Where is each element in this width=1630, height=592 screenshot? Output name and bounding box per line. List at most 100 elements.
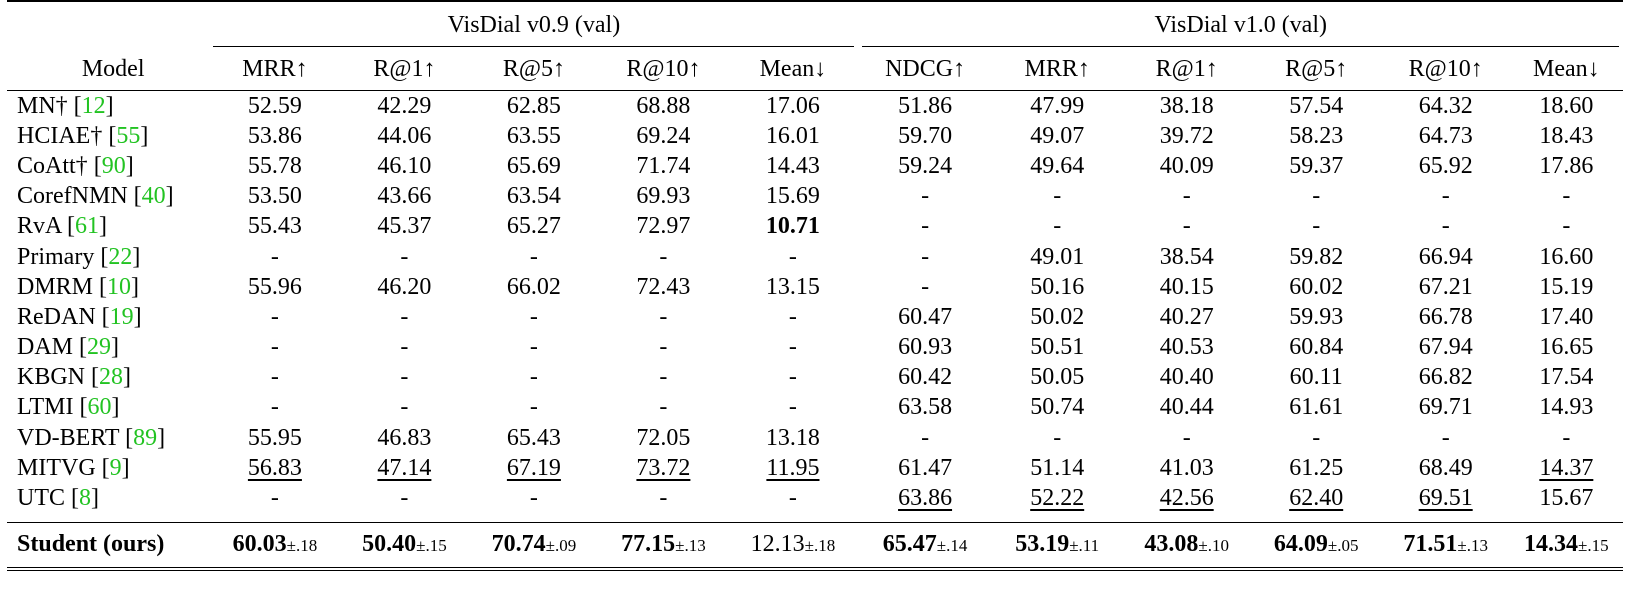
metric-cell: 69.24	[599, 121, 727, 151]
model-name-cell: LTMI [60]	[17, 394, 120, 421]
metric-cell: -	[340, 393, 468, 423]
metric-value: 49.01	[1030, 243, 1085, 270]
metric-value: 60.47	[898, 303, 953, 330]
metric-cell: 49.64	[992, 151, 1123, 181]
citation-link[interactable]: 29	[87, 334, 112, 361]
metric-value: 73.72	[636, 454, 691, 481]
metric-value: 15.69	[765, 183, 820, 210]
metric-value: 63.54	[506, 183, 561, 210]
citation-link[interactable]: 55	[116, 122, 141, 149]
metric-cell: 60.02	[1251, 272, 1382, 302]
citation-link[interactable]: 40	[141, 183, 166, 210]
metric-cell: -	[209, 242, 340, 272]
citation-link[interactable]: 10	[107, 273, 132, 300]
metric-value: -	[529, 243, 538, 270]
citation-link[interactable]: 22	[108, 243, 133, 270]
student-metric-std: ±.13	[675, 536, 706, 556]
model-name-cell: ReDAN [19]	[17, 303, 142, 330]
metric-cell: 15.67	[1510, 483, 1623, 513]
model-name-cell: Primary [22]	[17, 243, 141, 270]
model-name-cell: CorefNMN [40]	[17, 183, 174, 210]
metric-cell: 14.43	[727, 151, 858, 181]
metric-cell: 55.78	[209, 151, 340, 181]
metric-cell: 61.25	[1251, 453, 1382, 483]
metric-cell: 18.43	[1510, 121, 1623, 151]
table-row: DMRM [10] 55.96 46.20 66.02 72.43 13.15 - 50.16…	[7, 272, 1623, 302]
metric-cell: -	[1123, 212, 1251, 242]
metric-cell: -	[468, 393, 599, 423]
metric-cell: 40.40	[1123, 363, 1251, 393]
metric-cell: 57.54	[1251, 91, 1382, 122]
metric-cell: 59.82	[1251, 242, 1382, 272]
metric-value: 17.86	[1539, 152, 1594, 179]
citation-link[interactable]: 19	[109, 303, 134, 330]
metric-value: -	[659, 243, 668, 270]
metric-value: 55.95	[247, 424, 302, 451]
metric-cell: 63.86	[858, 483, 991, 513]
citation-link[interactable]: 12	[81, 92, 106, 119]
citation-link[interactable]: 60	[87, 394, 112, 421]
table-row: HCIAE† [55] 53.86 44.06 63.55 69.24 16.01 59.7…	[7, 121, 1623, 151]
model-name-cell: UTC [8]	[17, 485, 99, 512]
metric-cell: -	[209, 363, 340, 393]
metric-cell: 50.02	[992, 302, 1123, 332]
metric-cell: 52.59	[209, 91, 340, 122]
metric-cell: 64.32	[1382, 91, 1510, 122]
separator-cell	[858, 513, 992, 523]
metric-cell: 67.19	[468, 453, 599, 483]
group-label-visdial-v10: VisDial v1.0 (val)	[1154, 11, 1327, 38]
model-name-cell: MITVG [9]	[17, 454, 130, 481]
student-metric-std: ±.15	[1578, 536, 1609, 556]
metric-cell: 65.92	[1382, 151, 1510, 181]
citation-link[interactable]: 9	[109, 454, 122, 481]
metric-value: -	[788, 485, 797, 512]
student-metric-std: ±.18	[286, 536, 318, 556]
metric-cell: 47.14	[340, 453, 468, 483]
student-metric-std: ±.13	[1457, 536, 1488, 556]
student-metric-cell: 50.40±.15	[340, 522, 469, 571]
metric-value: 55.96	[247, 273, 302, 300]
metric-cell: 72.05	[599, 423, 727, 453]
metric-value: -	[1562, 424, 1571, 451]
metric-cell: -	[727, 333, 858, 363]
metric-value: -	[529, 394, 538, 421]
citation-link[interactable]: 8	[79, 485, 91, 512]
group-rule-v09	[213, 46, 855, 47]
metric-cell: 40.44	[1123, 393, 1251, 423]
metric-cell: 53.50	[209, 182, 340, 212]
citation-link[interactable]: 90	[101, 152, 126, 179]
metric-value: 52.59	[247, 92, 302, 119]
metric-value: 51.86	[898, 92, 953, 119]
metric-value: 55.43	[247, 213, 302, 240]
group-header-visdial-v10: VisDial v1.0 (val)	[858, 0, 1623, 48]
metric-cell: 16.65	[1510, 333, 1623, 363]
table-row: MN† [12] 52.59 42.29 62.85 68.88 17.06 51.86 47…	[7, 91, 1623, 122]
student-metric-value: 43.08	[1144, 531, 1199, 558]
metric-value: 71.74	[636, 152, 691, 179]
metric-value: 16.60	[1539, 243, 1594, 270]
metric-value: 40.09	[1159, 152, 1214, 179]
citation-link[interactable]: 28	[99, 364, 124, 391]
column-header: Mean↓	[727, 48, 859, 91]
citation-link[interactable]: 89	[133, 424, 158, 451]
metric-value: 60.84	[1289, 334, 1344, 361]
metric-value: 40.27	[1159, 303, 1214, 330]
student-metric-cell: 60.03±.18	[209, 522, 341, 571]
separator-cell	[1381, 513, 1510, 523]
metric-cell: 59.37	[1251, 151, 1382, 181]
metric-value: -	[659, 303, 668, 330]
metric-cell: -	[599, 363, 727, 393]
separator-row	[7, 513, 1623, 523]
student-metric-value: 71.51	[1403, 531, 1458, 558]
model-name-cell: KBGN [28]	[17, 364, 132, 391]
citation-link[interactable]: 61	[75, 213, 100, 240]
metric-value: -	[921, 183, 930, 210]
model-name-cell: DAM [29]	[17, 334, 120, 361]
metric-value: -	[1562, 183, 1571, 210]
metric-cell: 69.93	[599, 182, 727, 212]
metric-value: 68.49	[1418, 454, 1473, 481]
metric-cell: 46.20	[340, 272, 468, 302]
metric-value: 61.47	[898, 454, 953, 481]
metric-value: -	[400, 485, 409, 512]
metric-cell: 67.21	[1382, 272, 1510, 302]
